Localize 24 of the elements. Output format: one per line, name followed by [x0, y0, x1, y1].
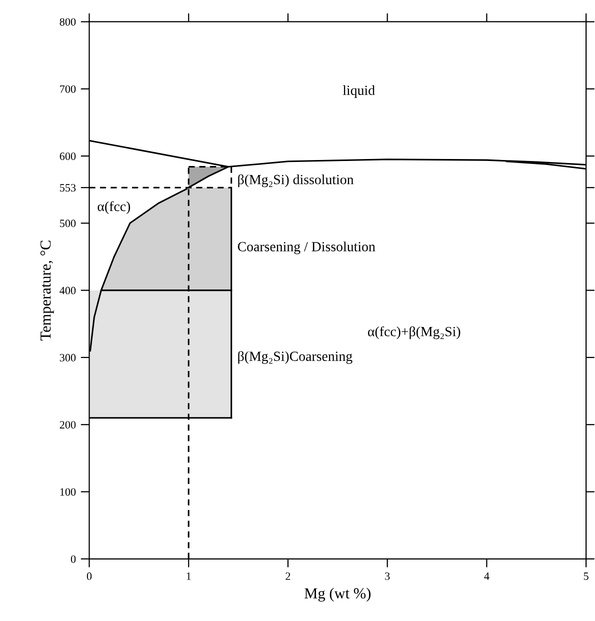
x-tick-label: 3	[385, 572, 390, 580]
y-tick-label: 400	[60, 286, 76, 294]
x-tick-label: 5	[584, 572, 588, 580]
y-tick-label: 500	[60, 220, 76, 228]
y-axis-title: Temperature, °C	[40, 240, 54, 340]
x-tick-label: 2	[286, 572, 290, 580]
y-tick-label: 700	[60, 85, 76, 93]
x-axis-title: Mg (wt %)	[304, 588, 371, 602]
x-tick-label: 0	[86, 572, 92, 580]
y-tick-label: 600	[60, 152, 76, 160]
annotation: α(fcc)+β(Mg₂Si)	[368, 326, 460, 340]
annotation: Coarsening / Dissolution	[238, 242, 376, 254]
x-tick-label: 1	[186, 572, 191, 580]
x-tick-label: 4	[484, 572, 490, 580]
annotation: α(fcc)	[98, 201, 130, 214]
y-tick-label: 300	[60, 354, 76, 362]
y-tick-label: 0	[70, 555, 76, 563]
annotation: liquid	[342, 85, 375, 98]
y-tick-label: 200	[60, 421, 76, 429]
annotation: β(Mg₂Si) dissolution	[238, 174, 354, 188]
annotation: β(Mg₂Si)Coarsening	[238, 351, 352, 364]
y-tick-label: 553	[60, 184, 76, 192]
y-tick-label: 100	[60, 488, 76, 496]
y-tick-label: 800	[60, 18, 76, 26]
